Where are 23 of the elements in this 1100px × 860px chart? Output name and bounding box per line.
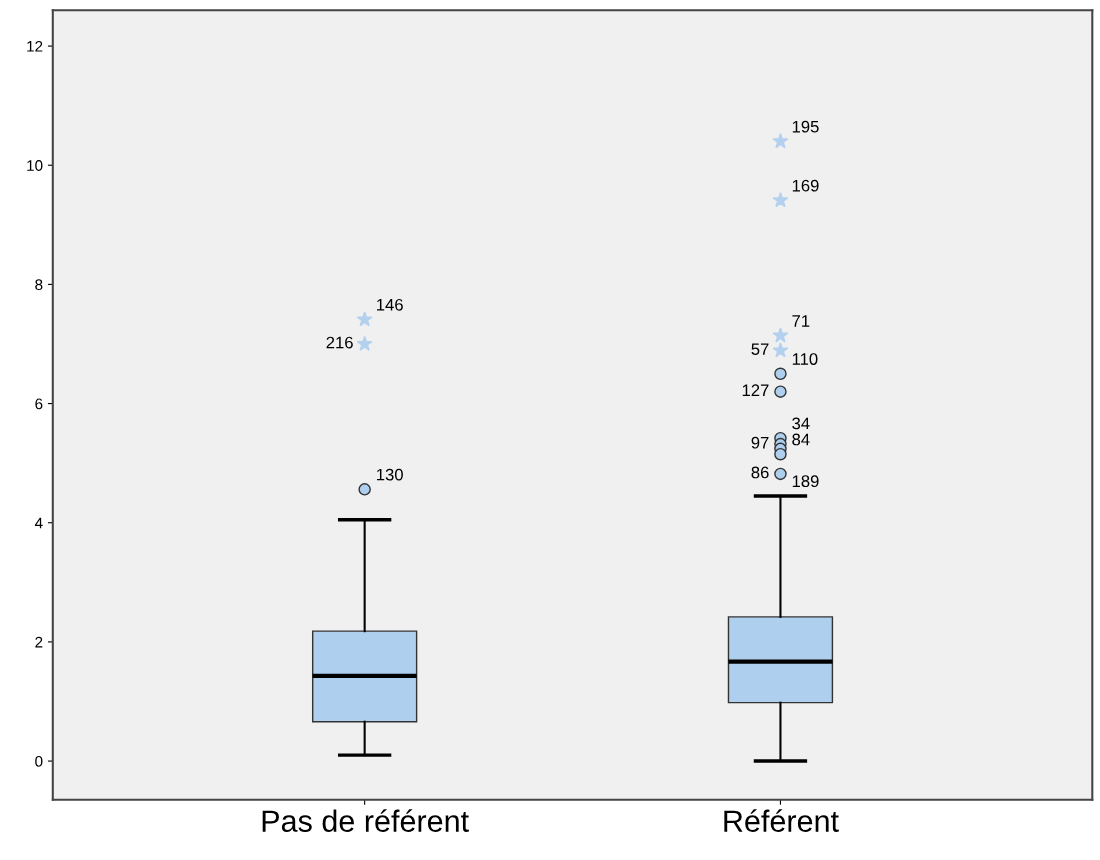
- annotation: 34: [792, 417, 810, 430]
- annotation: 84: [792, 433, 810, 446]
- annotation: 110: [792, 353, 818, 365]
- annotation: 127: [742, 384, 769, 396]
- y-tick-label: 10: [27, 160, 43, 171]
- annotation: 57: [751, 343, 769, 356]
- annotation: 71: [792, 315, 810, 327]
- annotation: 97: [751, 436, 769, 449]
- annotation: 189: [792, 475, 819, 488]
- y-tick-label: 2: [35, 636, 43, 648]
- x-tick-label: Pas de référent: [262, 809, 469, 832]
- annotation: 146: [377, 298, 403, 311]
- x-tick-label: Référent: [724, 809, 839, 832]
- annotation: 216: [326, 336, 353, 349]
- annotation: 86: [751, 466, 769, 479]
- annotation: 195: [792, 120, 819, 133]
- y-tick-label: 8: [35, 279, 43, 291]
- y-tick-label: 4: [34, 517, 43, 529]
- y-tick-label: 0: [35, 755, 43, 767]
- y-tick-label: 6: [35, 398, 43, 410]
- y-tick-label: 12: [27, 40, 43, 52]
- annotation: 130: [377, 468, 403, 481]
- annotation: 169: [792, 179, 819, 192]
